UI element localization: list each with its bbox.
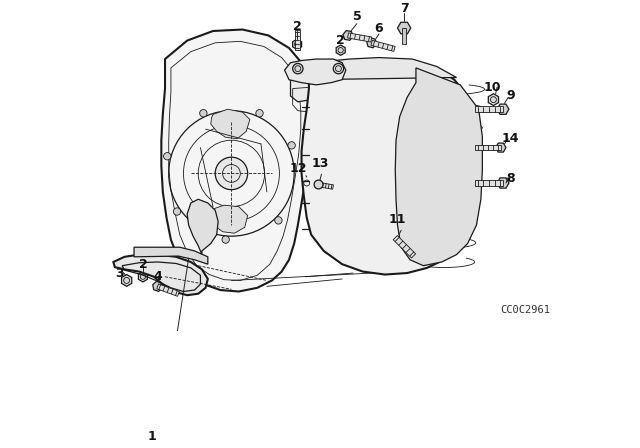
Polygon shape <box>495 143 506 152</box>
Circle shape <box>275 217 282 224</box>
Polygon shape <box>367 38 377 48</box>
Text: 9: 9 <box>506 90 515 103</box>
Text: 12: 12 <box>289 162 307 175</box>
Polygon shape <box>285 59 346 85</box>
Polygon shape <box>475 106 503 112</box>
Polygon shape <box>475 145 501 150</box>
Circle shape <box>164 153 171 160</box>
Polygon shape <box>113 254 208 295</box>
Text: 7: 7 <box>400 2 408 15</box>
Polygon shape <box>309 57 456 80</box>
Polygon shape <box>122 275 132 286</box>
Polygon shape <box>348 33 372 42</box>
Polygon shape <box>187 199 218 254</box>
Text: 2: 2 <box>336 34 345 47</box>
Polygon shape <box>390 232 401 243</box>
Circle shape <box>173 208 180 215</box>
Polygon shape <box>488 94 499 106</box>
Circle shape <box>333 64 344 74</box>
Text: 2: 2 <box>292 20 301 33</box>
Text: 1: 1 <box>147 431 156 444</box>
Text: 13: 13 <box>311 157 329 170</box>
Polygon shape <box>153 281 163 292</box>
Circle shape <box>292 64 303 74</box>
Polygon shape <box>371 40 395 52</box>
Polygon shape <box>343 30 353 40</box>
Text: 11: 11 <box>388 213 406 226</box>
Polygon shape <box>294 30 300 50</box>
Polygon shape <box>138 271 147 282</box>
Circle shape <box>215 157 248 190</box>
Polygon shape <box>396 68 483 266</box>
Polygon shape <box>318 182 333 189</box>
Polygon shape <box>157 284 179 296</box>
Text: 14: 14 <box>502 132 519 145</box>
Text: 6: 6 <box>375 22 383 34</box>
Text: 4: 4 <box>153 270 162 283</box>
Polygon shape <box>497 104 509 114</box>
Circle shape <box>288 142 295 149</box>
Polygon shape <box>208 205 248 233</box>
Polygon shape <box>301 177 312 189</box>
Text: 10: 10 <box>483 81 500 94</box>
Polygon shape <box>292 39 301 49</box>
Polygon shape <box>301 59 478 275</box>
Circle shape <box>222 236 229 243</box>
Text: 2: 2 <box>138 258 147 271</box>
Text: CC0C2961: CC0C2961 <box>500 305 550 315</box>
Polygon shape <box>397 22 411 34</box>
Text: 8: 8 <box>506 172 515 185</box>
Circle shape <box>314 180 323 189</box>
Polygon shape <box>336 45 345 56</box>
Polygon shape <box>291 70 316 102</box>
Circle shape <box>256 110 263 117</box>
Text: 3: 3 <box>115 267 124 280</box>
Circle shape <box>200 110 207 117</box>
Polygon shape <box>161 30 311 292</box>
Polygon shape <box>393 236 415 258</box>
Polygon shape <box>497 178 509 188</box>
Polygon shape <box>211 109 250 139</box>
Text: 5: 5 <box>353 10 361 23</box>
Polygon shape <box>402 28 406 44</box>
Polygon shape <box>134 247 208 264</box>
Polygon shape <box>475 180 503 186</box>
